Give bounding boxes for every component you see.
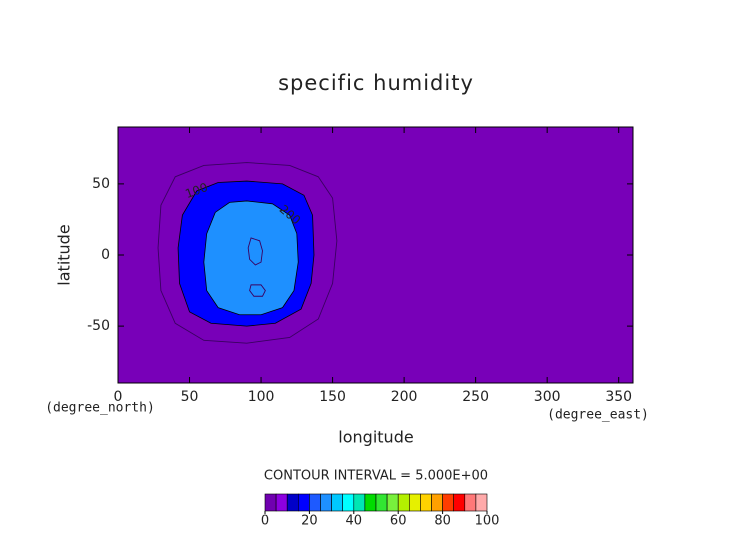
x-tick-label: 50	[181, 389, 199, 405]
colorbar-cell	[375, 493, 388, 512]
colorbar-tick-label: 100	[475, 514, 500, 529]
colorbar-tick-label: 20	[301, 514, 318, 529]
colorbar-cell	[297, 493, 310, 512]
x-tick-label: 300	[534, 389, 561, 405]
colorbar-cell	[264, 493, 277, 512]
contour	[157, 162, 338, 344]
colorbar-tick-label: 40	[346, 514, 363, 529]
colorbar-cell	[331, 493, 344, 512]
colorbar-cell	[342, 493, 355, 512]
colorbar-cell	[408, 493, 421, 512]
colorbar-cell	[275, 493, 288, 512]
colorbar-cell	[475, 493, 488, 512]
x-tick-label: 150	[319, 389, 346, 405]
y-axis-label: latitude	[55, 224, 74, 285]
colorbar-cell	[320, 493, 332, 512]
colorbar-cell	[464, 493, 477, 512]
contour	[247, 237, 263, 266]
x-unit: (degree_east)	[547, 408, 649, 423]
x-tick-label: 100	[248, 389, 275, 405]
contour	[249, 284, 266, 297]
contour	[203, 200, 299, 316]
x-tick-label: 200	[391, 389, 418, 405]
y-tick-label: 0	[101, 247, 110, 263]
colorbar-tick-label: 80	[434, 514, 451, 529]
colorbar-cell	[431, 493, 443, 512]
x-tick-label: 350	[605, 389, 632, 405]
colorbar-cell	[442, 493, 455, 512]
colorbar-tick-label: 60	[390, 514, 407, 529]
colorbar-cell	[364, 493, 377, 512]
colorbar-cell	[420, 493, 432, 512]
colorbar-cell	[309, 493, 321, 512]
y-tick-label: -50	[87, 318, 110, 334]
colorbar-cell	[386, 493, 399, 512]
colorbar-cell	[286, 493, 299, 512]
y-tick-label: 50	[92, 176, 110, 192]
colorbar-cell	[397, 493, 410, 512]
colorbar-cell	[453, 493, 466, 512]
contour-interval: CONTOUR INTERVAL = 5.000E+00	[264, 469, 488, 484]
colorbar-cell	[353, 493, 366, 512]
x-tick-label: 0	[114, 389, 123, 405]
x-axis-label: longitude	[338, 428, 413, 447]
x-tick-label: 250	[462, 389, 489, 405]
chart-title: specific humidity	[278, 71, 474, 95]
colorbar-tick-label: 0	[261, 514, 269, 529]
y-unit: (degree_north)	[45, 401, 155, 416]
